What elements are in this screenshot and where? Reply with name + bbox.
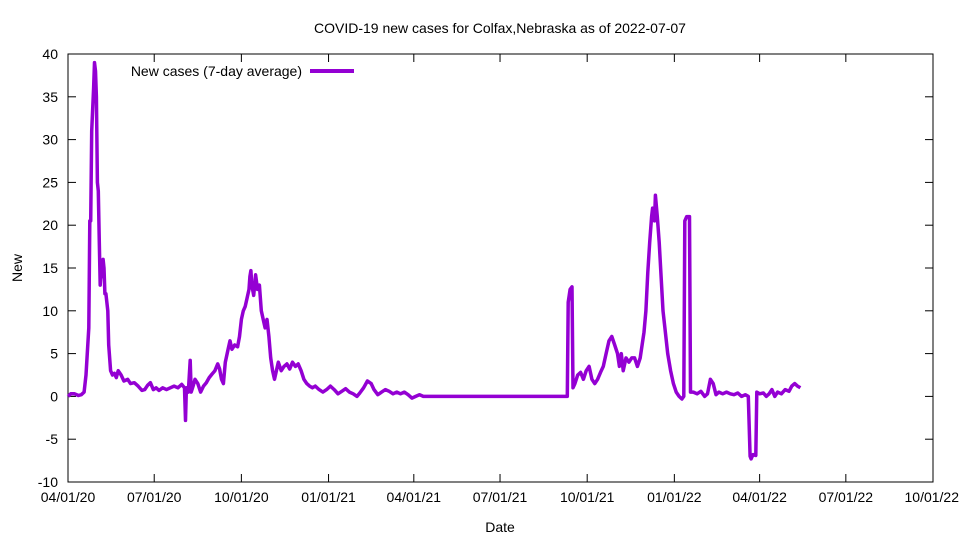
x-axis-ticks: 04/01/20 07/01/20 10/01/20 01/01/21 04/01/21…	[41, 54, 959, 505]
x-tick-label: 07/01/20	[127, 489, 182, 505]
x-tick-label: 01/01/21	[301, 489, 356, 505]
x-tick-label: 04/01/21	[387, 489, 442, 505]
y-tick-label: 40	[42, 46, 58, 62]
legend-label: New cases (7-day average)	[131, 63, 302, 79]
plot-frame	[67, 53, 934, 483]
x-tick-label: 01/01/22	[647, 489, 702, 505]
y-tick-label: 5	[50, 346, 58, 362]
x-tick-label: 10/01/20	[214, 489, 269, 505]
series-line-new-cases	[66, 60, 802, 461]
x-axis-label: Date	[485, 519, 515, 535]
y-tick-label: 25	[42, 174, 58, 190]
y-tick-label: 10	[42, 303, 58, 319]
y-tick-label: 30	[42, 132, 58, 148]
y-tick-label: 20	[42, 217, 58, 233]
chart-title: COVID-19 new cases for Colfax,Nebraska a…	[314, 20, 686, 36]
legend: New cases (7-day average)	[131, 63, 354, 79]
y-tick-label: 35	[42, 89, 58, 105]
series-layer	[66, 60, 802, 461]
y-axis-ticks: -10 -5 0 5 10 15 20 25 30 35 40	[38, 46, 933, 490]
x-tick-label: 04/01/22	[732, 489, 787, 505]
y-tick-label: 0	[50, 388, 58, 404]
x-tick-label: 10/01/21	[560, 489, 615, 505]
y-axis-label: New	[9, 253, 25, 282]
x-tick-label: 07/01/21	[473, 489, 528, 505]
y-tick-label: -10	[38, 474, 58, 490]
x-tick-label: 04/01/20	[41, 489, 96, 505]
y-tick-label: 15	[42, 260, 58, 276]
x-tick-label: 07/01/22	[819, 489, 874, 505]
x-tick-label: 10/01/22	[905, 489, 960, 505]
y-tick-label: -5	[46, 431, 59, 447]
